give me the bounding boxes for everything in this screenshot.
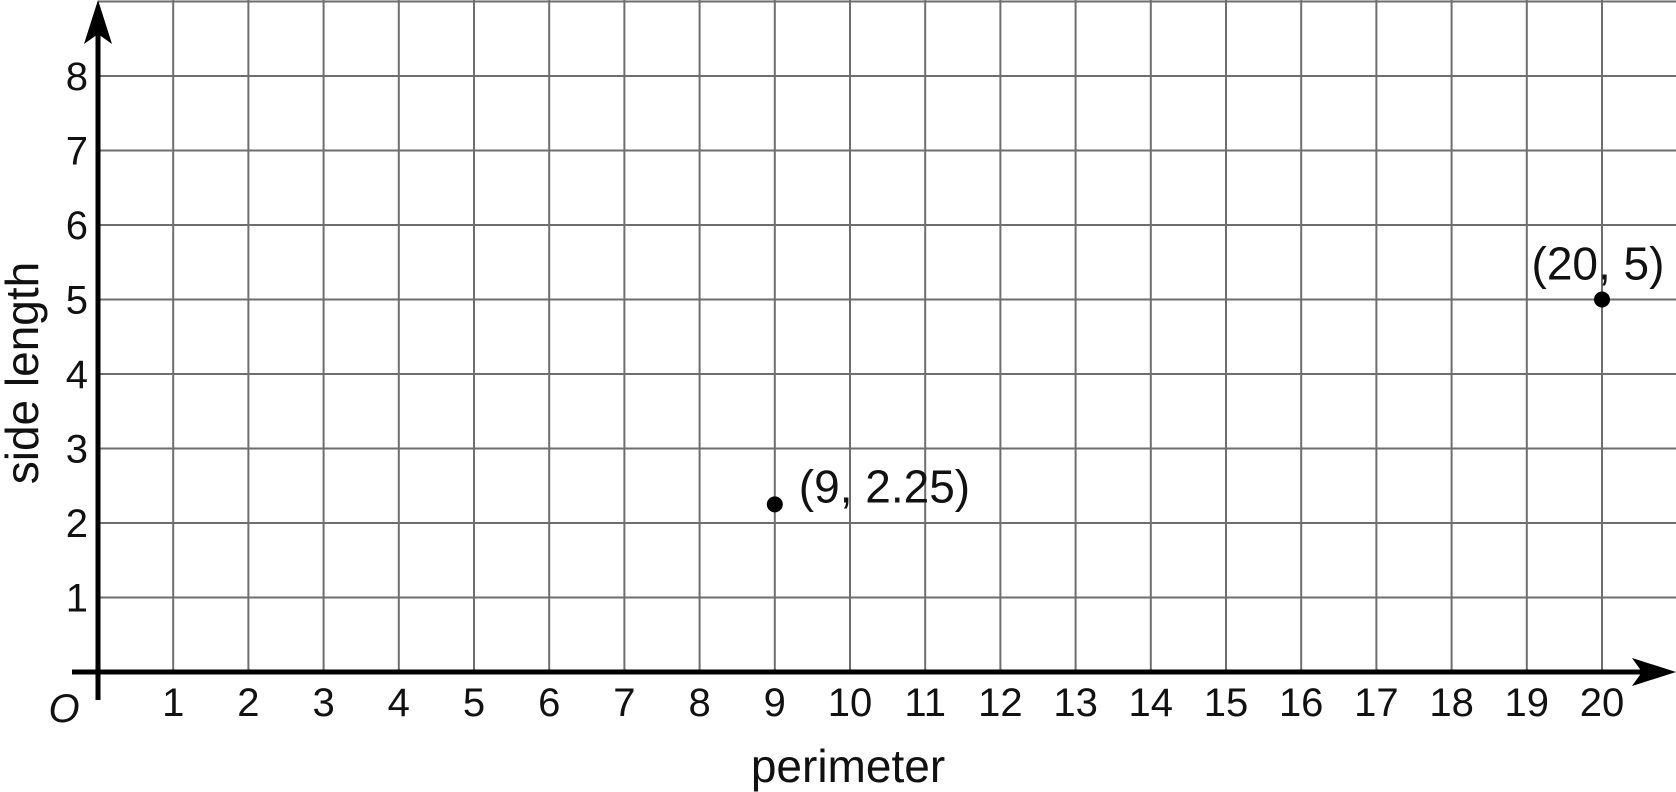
x-tick-label: 7 <box>613 681 635 725</box>
x-tick-label: 11 <box>904 681 946 725</box>
x-tick-label: 20 <box>1580 681 1625 725</box>
x-tick-label: 14 <box>1129 681 1174 725</box>
x-tick-label: 12 <box>978 681 1023 725</box>
y-axis-arrowhead <box>84 0 112 44</box>
data-points: (9, 2.25) (20, 5) <box>766 238 1665 513</box>
point-label: (20, 5) <box>1532 238 1665 290</box>
data-point <box>1594 291 1610 308</box>
x-tick-label: 8 <box>688 681 710 725</box>
x-tick-label: 15 <box>1204 681 1249 725</box>
x-axis-arrowhead <box>1632 658 1676 686</box>
x-tick-label: 16 <box>1279 681 1324 725</box>
x-tick-label: 19 <box>1505 681 1550 725</box>
point-label: (9, 2.25) <box>799 460 970 512</box>
x-tick-label: 4 <box>388 681 410 725</box>
origin-label: O <box>48 687 79 731</box>
x-tick-label: 5 <box>463 681 485 725</box>
axes <box>72 0 1676 700</box>
y-tick-label: 3 <box>66 428 88 472</box>
y-tick-label: 8 <box>66 55 88 99</box>
y-axis-label: side length <box>0 262 48 485</box>
y-tick-label: 6 <box>66 204 88 248</box>
data-point <box>766 496 783 513</box>
x-tick-label: 1 <box>162 681 184 725</box>
x-tick-label: 13 <box>1053 681 1098 725</box>
grid <box>98 0 1676 672</box>
x-tick-label: 2 <box>237 681 259 725</box>
y-tick-label: 2 <box>66 502 88 546</box>
x-tick-label: 18 <box>1429 681 1474 725</box>
x-axis-label: perimeter <box>751 740 945 792</box>
y-tick-labels: 1 2 3 4 5 6 7 8 <box>66 55 88 621</box>
x-tick-labels: 1 2 3 4 5 6 7 8 9 10 11 12 13 14 15 16 17 18 19 20 <box>162 681 1624 725</box>
y-tick-label: 5 <box>66 279 88 323</box>
x-tick-label: 9 <box>764 681 786 725</box>
y-tick-label: 1 <box>66 577 88 621</box>
y-tick-label: 4 <box>66 353 88 397</box>
x-tick-label: 10 <box>828 681 873 725</box>
x-tick-label: 17 <box>1354 681 1399 725</box>
y-tick-label: 7 <box>66 130 88 174</box>
x-tick-label: 3 <box>312 681 334 725</box>
x-tick-label: 6 <box>538 681 560 725</box>
